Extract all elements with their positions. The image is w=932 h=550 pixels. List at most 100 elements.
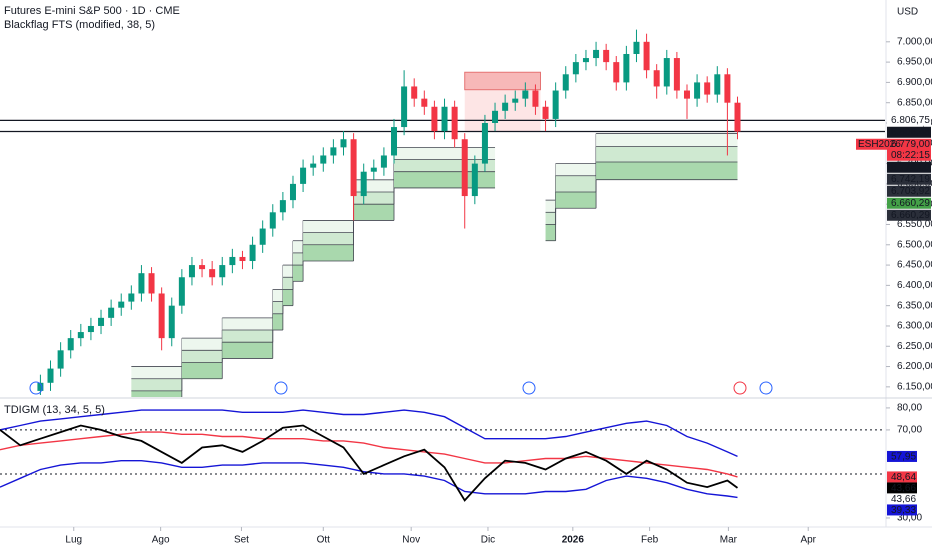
y-tick-label: 6.250,00 — [897, 341, 932, 352]
band-fill — [131, 378, 182, 391]
oscillator-line — [0, 409, 738, 458]
band-fill — [555, 192, 597, 209]
value-label-bg — [887, 471, 917, 483]
value-label-bg — [887, 493, 917, 505]
currency: USD — [897, 7, 918, 18]
band-fill — [272, 289, 283, 302]
candle-body — [350, 139, 357, 197]
candle-body — [330, 147, 337, 156]
band-fill — [222, 317, 273, 331]
x-tick-label: Feb — [641, 535, 659, 546]
price-label-bg — [887, 138, 931, 161]
candle-body — [421, 98, 428, 107]
band-fill — [464, 171, 496, 188]
candle-body — [502, 102, 509, 111]
price-label: 6.703,92 — [891, 186, 930, 197]
candle-body — [391, 127, 398, 156]
candle-body — [683, 90, 690, 99]
value-label: 48,64 — [891, 472, 916, 483]
zone-upper — [464, 71, 541, 91]
band-fill — [282, 265, 293, 278]
y-tick-label: 80,00 — [897, 403, 922, 414]
price-label: 6.660,29 — [891, 198, 930, 209]
y-tick-label: 6.950,00 — [897, 57, 932, 68]
band-fill — [596, 161, 738, 180]
band-fill — [131, 390, 182, 397]
price-label-bg — [887, 114, 931, 126]
candle-body — [724, 74, 731, 103]
candle-body — [451, 106, 458, 140]
y-tick-label: 6.150,00 — [897, 381, 932, 392]
candle-body — [310, 163, 317, 168]
event-icon[interactable] — [733, 381, 747, 395]
candle-body — [219, 265, 226, 278]
event-icon[interactable] — [522, 381, 536, 395]
band-fill — [555, 163, 597, 176]
y-tick-label: 7.000,00 — [897, 36, 932, 47]
candle-body — [471, 163, 478, 197]
chart-title: Futures E-mini S&P 500 · 1D · CME — [4, 5, 180, 17]
y-tick-label: 6.900,00 — [897, 77, 932, 88]
x-tick-label: Ago — [152, 535, 170, 546]
band-fill — [394, 147, 465, 160]
band-fill — [353, 179, 395, 193]
price-label: 6.806,48 — [891, 127, 930, 138]
event-icon[interactable] — [274, 381, 288, 395]
candle-body — [694, 82, 701, 99]
band-fill — [303, 244, 354, 262]
price-label: 6.806,75 — [891, 115, 930, 126]
candle-body — [239, 256, 246, 262]
price-label: 6.660,29 — [891, 210, 930, 221]
candle-body — [158, 293, 165, 339]
candle-body — [714, 74, 721, 95]
band-fill — [292, 252, 304, 266]
price-label-bg — [887, 161, 931, 173]
candle-body — [300, 167, 307, 184]
y-tick-label: 6.850,00 — [897, 97, 932, 108]
candle-body — [87, 325, 94, 333]
candle-body — [118, 301, 125, 308]
candle-body — [653, 70, 660, 87]
candle-body — [168, 305, 175, 339]
candle-body — [67, 338, 74, 351]
band-fill — [545, 200, 556, 213]
candle-body — [522, 90, 529, 99]
band-fill — [303, 232, 354, 245]
event-icons — [29, 381, 773, 395]
axes: 6.150,00 6.200,00 6.250,00 6.300,00 6.350,00… — [65, 36, 932, 545]
value-label-bg — [887, 450, 917, 462]
candle-body — [289, 183, 296, 201]
value-label: 57,95 — [891, 451, 916, 462]
value-label: 43,66 — [891, 494, 916, 505]
event-icon[interactable] — [29, 381, 43, 395]
price-label-bg — [887, 197, 931, 209]
oscillator-title: TDIGM (13, 34, 5, 5) — [4, 404, 105, 416]
event-icon[interactable] — [759, 381, 773, 395]
indicator-title: Blackflag FTS (modified, 38, 5) — [4, 19, 155, 31]
candle-body — [360, 171, 367, 197]
candle-body — [401, 86, 408, 128]
band-fill — [353, 204, 395, 221]
band-fill — [222, 330, 273, 343]
candle-body — [673, 58, 680, 91]
candle-body — [603, 49, 610, 63]
candle-body — [481, 122, 488, 164]
candle-body — [431, 106, 438, 132]
band-fill — [555, 175, 597, 193]
candle-body — [138, 273, 145, 294]
price-pane — [0, 29, 885, 397]
band-fill — [464, 159, 496, 172]
price-label-bg — [887, 126, 931, 138]
value-label-bg — [887, 482, 917, 494]
y-tick-label: 70,00 — [897, 425, 922, 436]
band-fill — [303, 220, 354, 233]
y-tick-label: 6.400,00 — [897, 280, 932, 291]
y-tick-label: 6.500,00 — [897, 239, 932, 250]
candle-body — [37, 382, 44, 391]
candle-body — [734, 102, 741, 132]
band-fill — [292, 240, 304, 253]
band-fill — [272, 301, 283, 314]
candle-body — [380, 155, 387, 168]
band-fill — [464, 147, 496, 160]
